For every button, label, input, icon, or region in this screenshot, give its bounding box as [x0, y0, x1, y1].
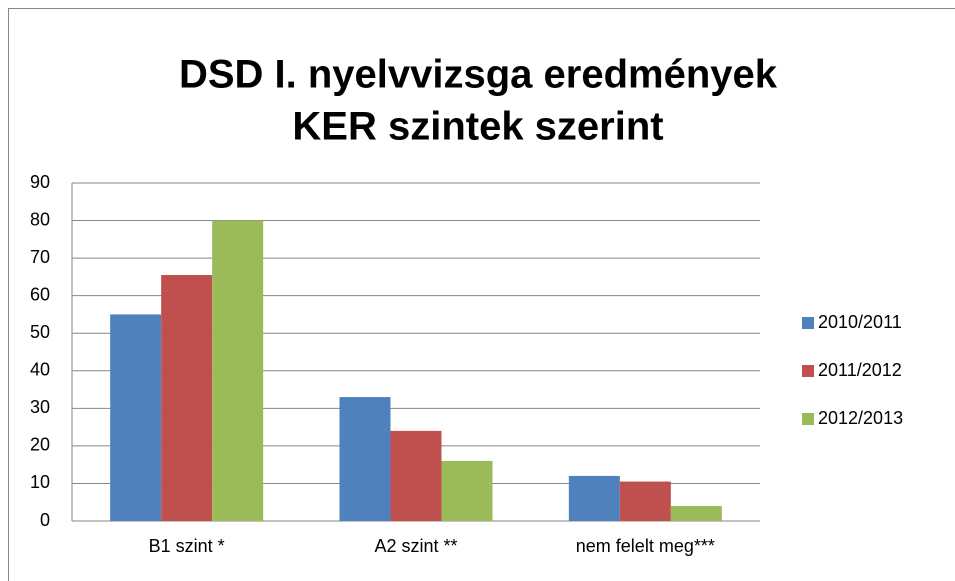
bar	[441, 460, 493, 521]
y-tick-label: 50	[30, 322, 50, 342]
chart-border	[8, 8, 955, 581]
x-tick-label: A2 szint **	[374, 536, 457, 556]
x-tick-label: nem felelt meg***	[576, 536, 715, 556]
bar	[161, 275, 213, 521]
y-tick-label: 90	[30, 172, 50, 192]
y-tick-label: 20	[30, 435, 50, 455]
bar	[670, 505, 722, 521]
bar	[339, 397, 391, 521]
x-tick-label: B1 szint *	[149, 536, 225, 556]
legend-swatch	[802, 317, 814, 329]
bar	[390, 430, 442, 521]
y-tick-label: 30	[30, 397, 50, 417]
legend-swatch	[802, 365, 814, 377]
bar	[619, 481, 671, 521]
bar	[212, 220, 264, 522]
chart-title: KER szintek szerint	[292, 105, 663, 149]
legend-label: 2012/2013	[818, 408, 903, 428]
legend-label: 2011/2012	[818, 360, 902, 380]
legend-swatch	[802, 413, 814, 425]
y-tick-label: 0	[40, 510, 50, 530]
chart-title: DSD I. nyelvvizsga eredmények	[179, 53, 778, 97]
y-tick-label: 60	[30, 284, 50, 304]
y-tick-label: 40	[30, 360, 50, 380]
bar	[568, 475, 620, 521]
y-tick-label: 80	[30, 209, 50, 229]
y-tick-label: 70	[30, 247, 50, 267]
y-tick-label: 10	[30, 472, 50, 492]
legend-label: 2010/2011	[818, 312, 902, 332]
bar	[110, 314, 162, 521]
